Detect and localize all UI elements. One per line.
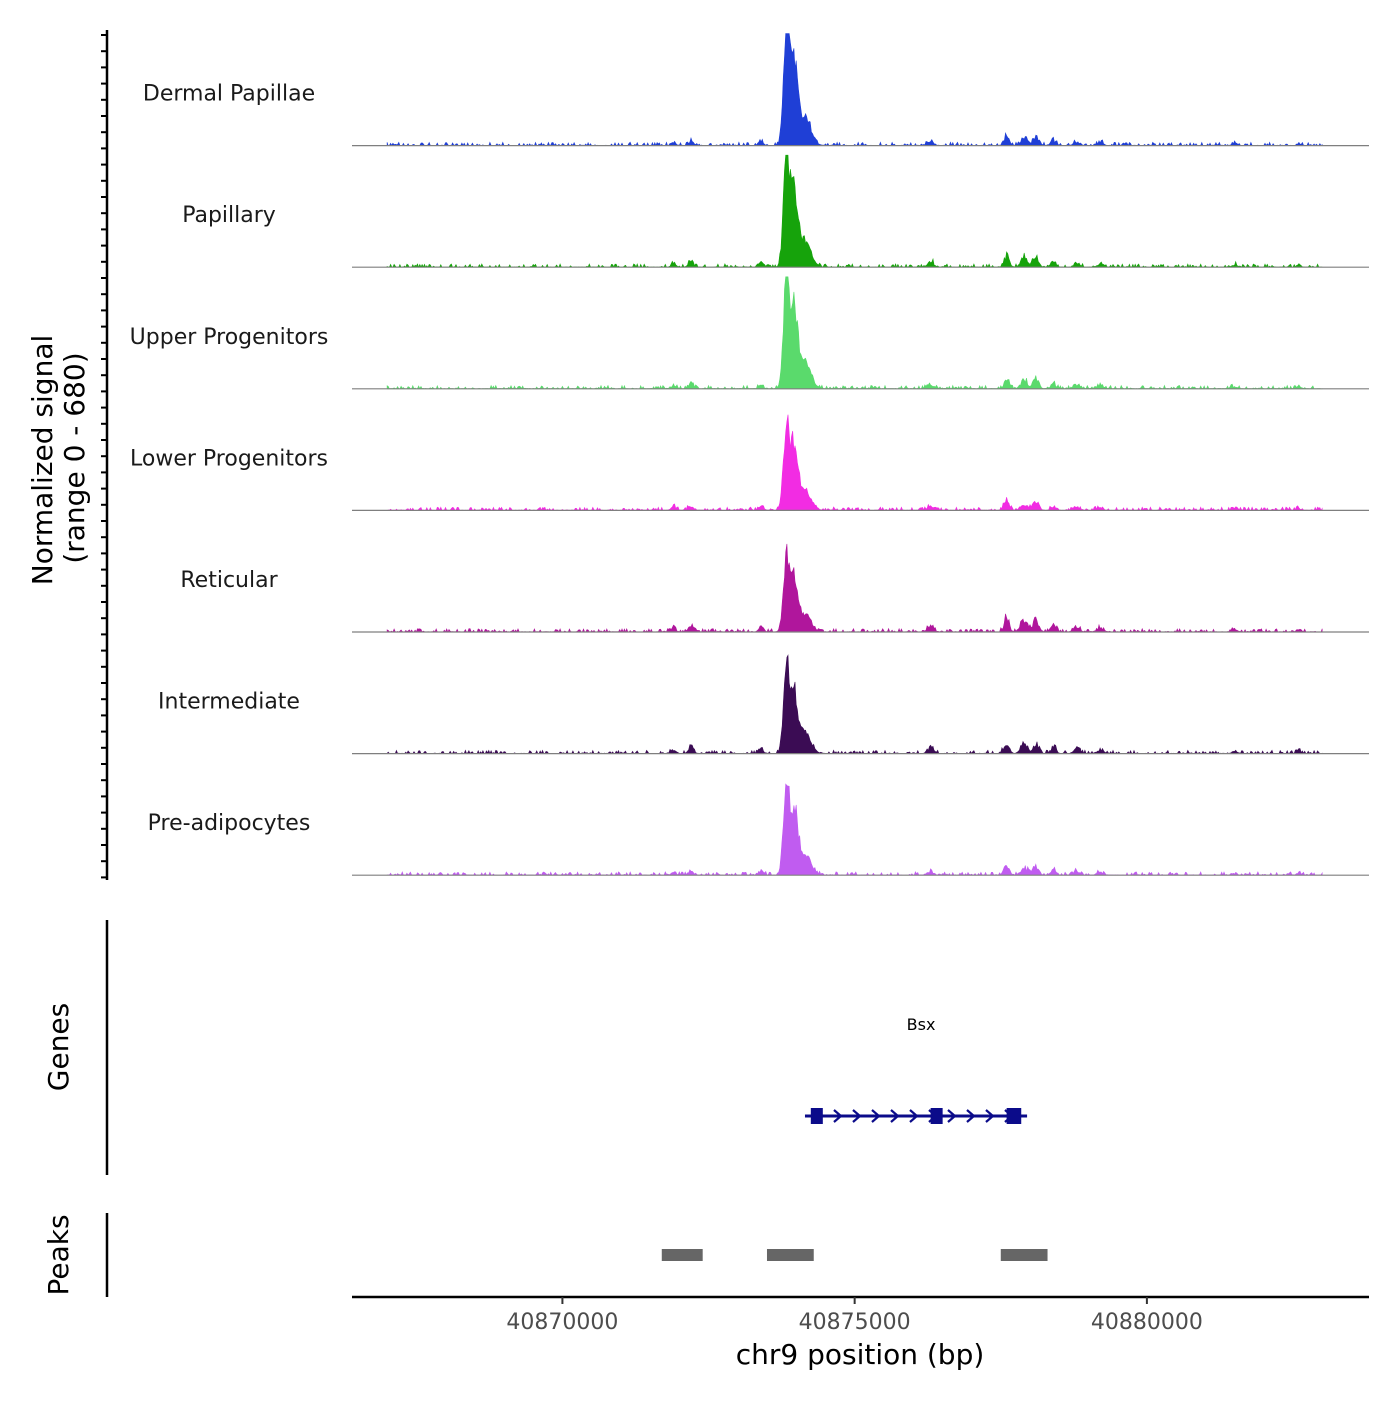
x-tick-label: 40875000 <box>799 1310 911 1335</box>
track-papillary: Papillary <box>182 154 1369 269</box>
x-tick-label: 40870000 <box>506 1310 618 1335</box>
exon <box>1006 1108 1022 1124</box>
peak-region <box>661 1249 703 1261</box>
x-tick-label: 40880000 <box>1091 1310 1203 1335</box>
track-label: Lower Progenitors <box>130 446 328 471</box>
track-label: Dermal Papillae <box>143 82 315 107</box>
gene-name: Bsx <box>907 1015 936 1034</box>
strand-arrow <box>909 1109 919 1123</box>
genes-track-title: Genes <box>42 1003 75 1091</box>
track-label: Pre-adipocytes <box>148 811 311 836</box>
y-axis-title: Normalized signal <box>26 335 59 586</box>
track-label: Papillary <box>182 203 276 228</box>
track-lower-progenitors: Lower Progenitors <box>130 414 1369 512</box>
peak-region <box>1000 1249 1048 1261</box>
gene-annotations: Bsx <box>804 1015 1028 1124</box>
track-pre-adipocytes: Pre-adipocytes <box>148 783 1369 876</box>
coverage-area <box>386 33 1323 147</box>
coverage-area <box>386 154 1323 269</box>
coverage-area <box>386 543 1323 633</box>
track-label: Upper Progenitors <box>130 325 329 350</box>
gene-bsx: Bsx <box>804 1015 1028 1124</box>
track-upper-progenitors: Upper Progenitors <box>130 276 1369 390</box>
x-axis-ticks: 40870000 40875000 40880000 <box>506 1297 1203 1335</box>
track-dermal-papillae: Dermal Papillae <box>143 33 1369 147</box>
strand-arrow <box>871 1109 881 1123</box>
coverage-area <box>386 414 1323 512</box>
coverage-area <box>386 783 1323 876</box>
y-axis-subtitle: (range 0 - 680) <box>58 352 91 563</box>
peak-regions <box>661 1249 1048 1261</box>
signal-y-ticks <box>101 34 107 879</box>
track-reticular: Reticular <box>180 543 1369 633</box>
strand-arrow <box>852 1109 862 1123</box>
exon <box>930 1108 943 1124</box>
strand-arrow <box>985 1109 995 1123</box>
track-label: Reticular <box>180 568 278 593</box>
track-intermediate: Intermediate <box>158 654 1369 755</box>
strand-arrow <box>833 1109 843 1123</box>
coverage-area <box>386 276 1323 390</box>
track-label: Intermediate <box>158 690 300 715</box>
strand-arrow <box>947 1109 957 1123</box>
strand-arrow <box>966 1109 976 1123</box>
peaks-track-title: Peaks <box>42 1214 75 1295</box>
x-axis-title: chr9 position (bp) <box>736 1338 985 1371</box>
peak-region <box>766 1249 814 1261</box>
strand-arrow <box>890 1109 900 1123</box>
coverage-area <box>386 654 1323 755</box>
coverage-tracks: Dermal Papillae Papillary Upper Progenitor… <box>130 33 1369 876</box>
exon <box>810 1108 823 1124</box>
